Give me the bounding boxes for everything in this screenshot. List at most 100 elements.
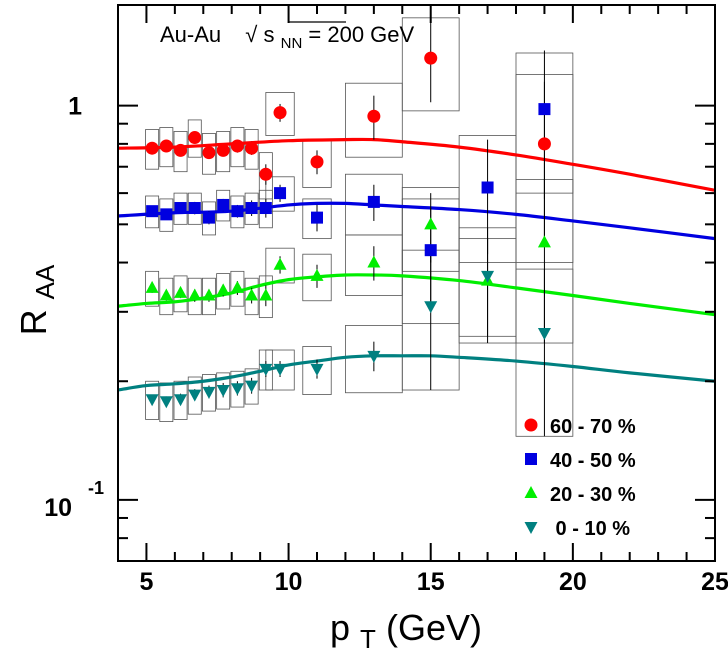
data-point xyxy=(159,396,173,409)
data-point xyxy=(216,143,230,157)
syst-box xyxy=(173,131,188,173)
syst-box xyxy=(244,129,259,170)
syst-box xyxy=(202,133,216,175)
data-markers xyxy=(145,51,551,409)
data-point xyxy=(202,386,216,399)
data-point xyxy=(424,217,438,230)
data-point xyxy=(537,328,551,341)
data-point xyxy=(145,280,159,293)
syst-box xyxy=(302,346,332,395)
y-tick-label: 1 xyxy=(68,93,82,121)
legend-marker xyxy=(524,418,538,432)
syst-box xyxy=(159,277,174,316)
plot-frame xyxy=(117,4,716,562)
syst-box xyxy=(202,374,216,412)
data-point xyxy=(310,155,324,169)
data-point xyxy=(159,139,173,153)
data-point xyxy=(202,146,216,160)
legend-marker xyxy=(525,453,537,465)
data-point xyxy=(230,383,244,396)
data-point xyxy=(538,103,551,116)
data-point xyxy=(245,288,259,301)
data-point xyxy=(188,389,202,402)
data-point xyxy=(367,109,381,123)
legend-label: 60 - 70 % xyxy=(550,416,636,438)
data-point xyxy=(424,244,437,257)
legend: 60 - 70 % 40 - 50 % 20 - 30 % 0 - 10 % xyxy=(524,416,636,540)
annotation: Au-Au √ s NN = 200 GeV xyxy=(160,22,415,53)
x-tick-label: 5 xyxy=(139,568,153,596)
syst-box xyxy=(159,198,174,232)
data-point xyxy=(174,285,188,298)
syst-box xyxy=(187,277,202,316)
systematic-uncertainty-boxes xyxy=(145,17,574,437)
syst-box xyxy=(216,372,231,410)
x-axis-title-rest: (GeV) xyxy=(386,607,482,648)
syst-box xyxy=(187,192,202,225)
model-curve xyxy=(117,137,716,192)
data-point xyxy=(202,211,215,224)
syst-box xyxy=(187,119,202,158)
data-point xyxy=(310,268,324,281)
y-axis-title-sub: AA xyxy=(30,264,60,299)
legend-label: 40 - 50 % xyxy=(550,450,636,472)
y-axis-title-base: R xyxy=(13,309,54,335)
syst-box xyxy=(145,380,160,420)
data-point xyxy=(273,363,287,376)
data-point xyxy=(259,288,273,301)
data-point xyxy=(424,51,438,65)
data-point xyxy=(481,181,494,194)
model-curves xyxy=(117,137,716,392)
syst-box xyxy=(173,275,188,313)
syst-box xyxy=(216,131,231,173)
x-tick-label: 25 xyxy=(701,568,728,596)
data-point xyxy=(481,270,495,283)
data-point xyxy=(231,205,244,218)
data-point xyxy=(245,202,258,215)
x-axis-title-sub: T xyxy=(360,624,376,654)
legend-label: 0 - 10 % xyxy=(550,518,630,540)
syst-box xyxy=(244,277,259,316)
data-point xyxy=(146,205,159,218)
x-tick-label: 20 xyxy=(559,568,587,596)
legend-marker xyxy=(524,522,538,534)
x-axis-title-base: p xyxy=(330,607,350,648)
data-point xyxy=(274,187,287,200)
annotation-s: s xyxy=(263,22,274,47)
annotation-system: Au-Au xyxy=(160,22,221,47)
data-point xyxy=(160,208,173,221)
data-point xyxy=(174,202,187,215)
data-point xyxy=(230,139,244,153)
data-point xyxy=(174,394,188,407)
syst-box xyxy=(145,195,160,229)
axis-ticks xyxy=(117,5,716,562)
syst-box xyxy=(173,380,188,420)
syst-box xyxy=(216,273,231,310)
y-axis-title: R AA xyxy=(13,264,60,335)
syst-box xyxy=(302,198,332,240)
legend-label: 20 - 30 % xyxy=(550,484,636,506)
x-tick-label: 10 xyxy=(275,568,303,596)
data-point xyxy=(367,195,380,208)
data-point xyxy=(273,257,287,270)
data-point xyxy=(310,363,324,376)
legend-marker xyxy=(524,486,538,498)
syst-box xyxy=(202,201,216,236)
syst-box xyxy=(265,92,295,136)
syst-box xyxy=(244,368,259,405)
data-point xyxy=(259,202,272,215)
data-point xyxy=(159,288,173,301)
data-point xyxy=(367,350,381,363)
data-point xyxy=(230,280,244,293)
x-axis-title: p T (GeV) xyxy=(330,607,482,656)
data-point xyxy=(537,235,551,248)
data-point xyxy=(217,198,230,211)
syst-box xyxy=(187,376,202,415)
syst-box xyxy=(265,176,295,212)
x-tick-label: 15 xyxy=(417,568,445,596)
tick-labels: 5 10 15 20 25 1 10 -1 xyxy=(44,93,728,596)
y-tick-label-exponent: -1 xyxy=(88,478,104,498)
syst-box xyxy=(230,370,245,408)
annotation-energy: = 200 GeV xyxy=(308,22,414,47)
